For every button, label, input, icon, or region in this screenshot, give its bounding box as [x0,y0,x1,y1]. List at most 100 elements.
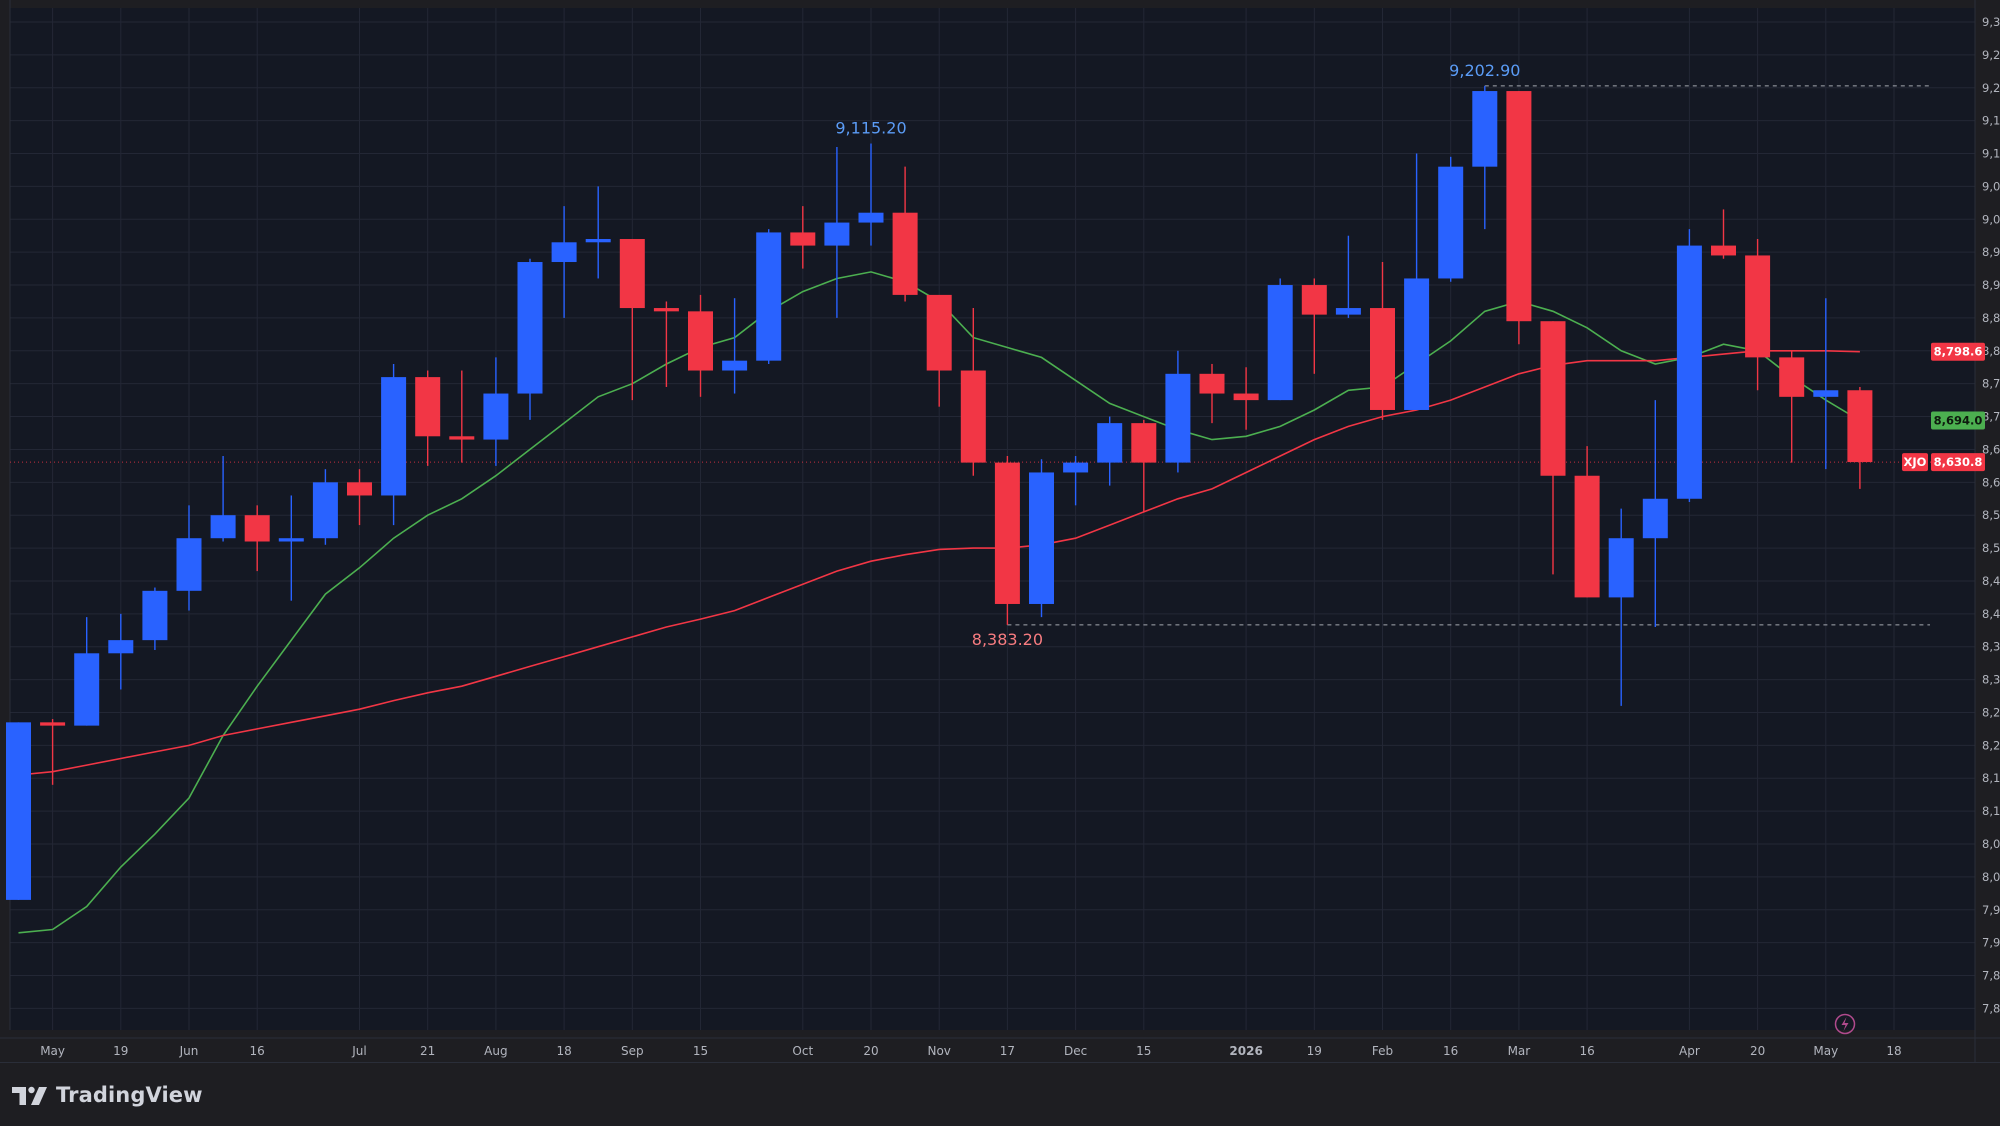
candle-down [1540,321,1566,575]
y-tick-label: 8,450.0 [1982,574,2000,588]
high-label: 9,202.90 [1449,61,1520,80]
candle-down [1574,446,1600,598]
candle-body [1813,390,1839,397]
candle-up [722,298,748,394]
y-tick-label: 9,150.0 [1982,114,2000,128]
candle-body [449,436,475,440]
candle-body [108,640,134,654]
y-tick-label: 7,950.0 [1982,903,2000,917]
candle-body [40,722,66,726]
tradingview-logo[interactable]: TradingView [12,1083,203,1107]
candle-down [449,370,475,463]
candle-body [1676,245,1702,499]
candle-body [210,515,236,539]
y-tick-label: 8,000.0 [1982,870,2000,884]
x-tick-label: 18 [556,1044,571,1058]
x-tick-label: 18 [1886,1044,1901,1058]
candle-up [1642,400,1668,627]
footer-bar: TradingView [0,1062,2000,1126]
candle-up [517,258,543,420]
candle-down [1506,91,1532,345]
candle-up [551,206,577,318]
candle-body [790,232,816,246]
low-label: 8,383.20 [972,630,1043,649]
candle-body [619,239,645,309]
candle-up [142,587,168,651]
x-axis: May 19 Jun 16 Jul 21 Aug 18 Sep 15 Oct 20 Nov 17 Dec 15… [40,1044,1901,1058]
candle-body [926,294,952,371]
candle-body [1233,393,1259,401]
candle-up [1165,350,1191,473]
candle-down [653,301,679,387]
price-tag [1931,411,1985,430]
x-tick-label: 17 [1000,1044,1015,1058]
candle-down [40,719,66,785]
chart-panel[interactable]: 7,800.0 7,850.0 7,900.0 7,950.0 8,000.0 8,050… [0,0,2000,1062]
candle-body [415,377,441,437]
candle-down [1131,419,1157,512]
x-tick-label: Oct [792,1044,813,1058]
candle-body [1642,498,1668,539]
candle-down [1711,209,1736,259]
candle-body [1847,390,1873,463]
candle-down [892,166,918,302]
y-tick-label: 8,200.0 [1982,738,2000,752]
candle-body [1540,321,1566,476]
candles [6,85,1873,900]
candle-body [1779,357,1805,397]
high-label: 9,115.20 [835,119,906,138]
candle-up [1608,508,1634,706]
candle-up [756,229,782,364]
lightning-icon[interactable] [1834,1013,1856,1035]
candle-body [858,212,884,223]
y-tick-label: 9,300.0 [1982,15,2000,29]
y-tick-label: 9,200.0 [1982,81,2000,95]
x-tick-label: Nov [927,1044,950,1058]
x-tick-label: Mar [1508,1044,1531,1058]
price-tag [1931,342,1985,361]
candle-body [244,515,270,542]
y-tick-label: 8,100.0 [1982,804,2000,818]
x-tick-label: May [40,1044,65,1058]
candle-up [210,456,236,542]
candle-down [619,239,645,401]
candle-body [1199,373,1225,394]
y-tick-label: 8,300.0 [1982,673,2000,687]
candle-up [824,146,850,318]
x-tick-label: 20 [1750,1044,1765,1058]
candle-body [1267,285,1293,401]
candle-down [244,505,270,572]
x-tick-label: Jun [179,1044,199,1058]
grid-lines [10,8,1975,1030]
y-tick-label: 8,050.0 [1982,837,2000,851]
y-tick-label: 7,900.0 [1982,936,2000,950]
y-tick-label: 8,250.0 [1982,705,2000,719]
candle-up [6,722,31,900]
candle-up [585,186,611,279]
price-tag-label: 8,798.6 [1934,345,1983,359]
candle-up [1267,278,1293,401]
candle-body [1472,91,1498,167]
y-tick-label: 7,800.0 [1982,1001,2000,1015]
candle-down [926,294,952,407]
price-tags: 8,798.6 8,694.0 XJO 8,630.8 [1902,342,1985,472]
candle-body [278,538,304,542]
price-chart[interactable]: 7,800.0 7,850.0 7,900.0 7,950.0 8,000.0 8,050… [0,0,2000,1062]
x-tick-label: 16 [1579,1044,1594,1058]
candle-down [1301,278,1327,374]
candle-body [722,360,748,371]
candle-down [1847,386,1873,489]
x-tick-label: 2026 [1229,1044,1262,1058]
candle-down [960,308,986,476]
x-tick-label: Dec [1064,1044,1087,1058]
y-axis: 7,800.0 7,850.0 7,900.0 7,950.0 8,000.0 8,050… [1982,15,2000,1015]
candle-up [1335,235,1361,318]
candle-up [1676,229,1702,503]
candle-body [1711,245,1736,256]
y-tick-label: 8,600.0 [1982,475,2000,489]
candle-body [517,262,543,394]
x-tick-label: 15 [1136,1044,1151,1058]
y-tick-label: 9,000.0 [1982,212,2000,226]
candle-up [74,617,100,726]
candle-body [312,482,338,539]
